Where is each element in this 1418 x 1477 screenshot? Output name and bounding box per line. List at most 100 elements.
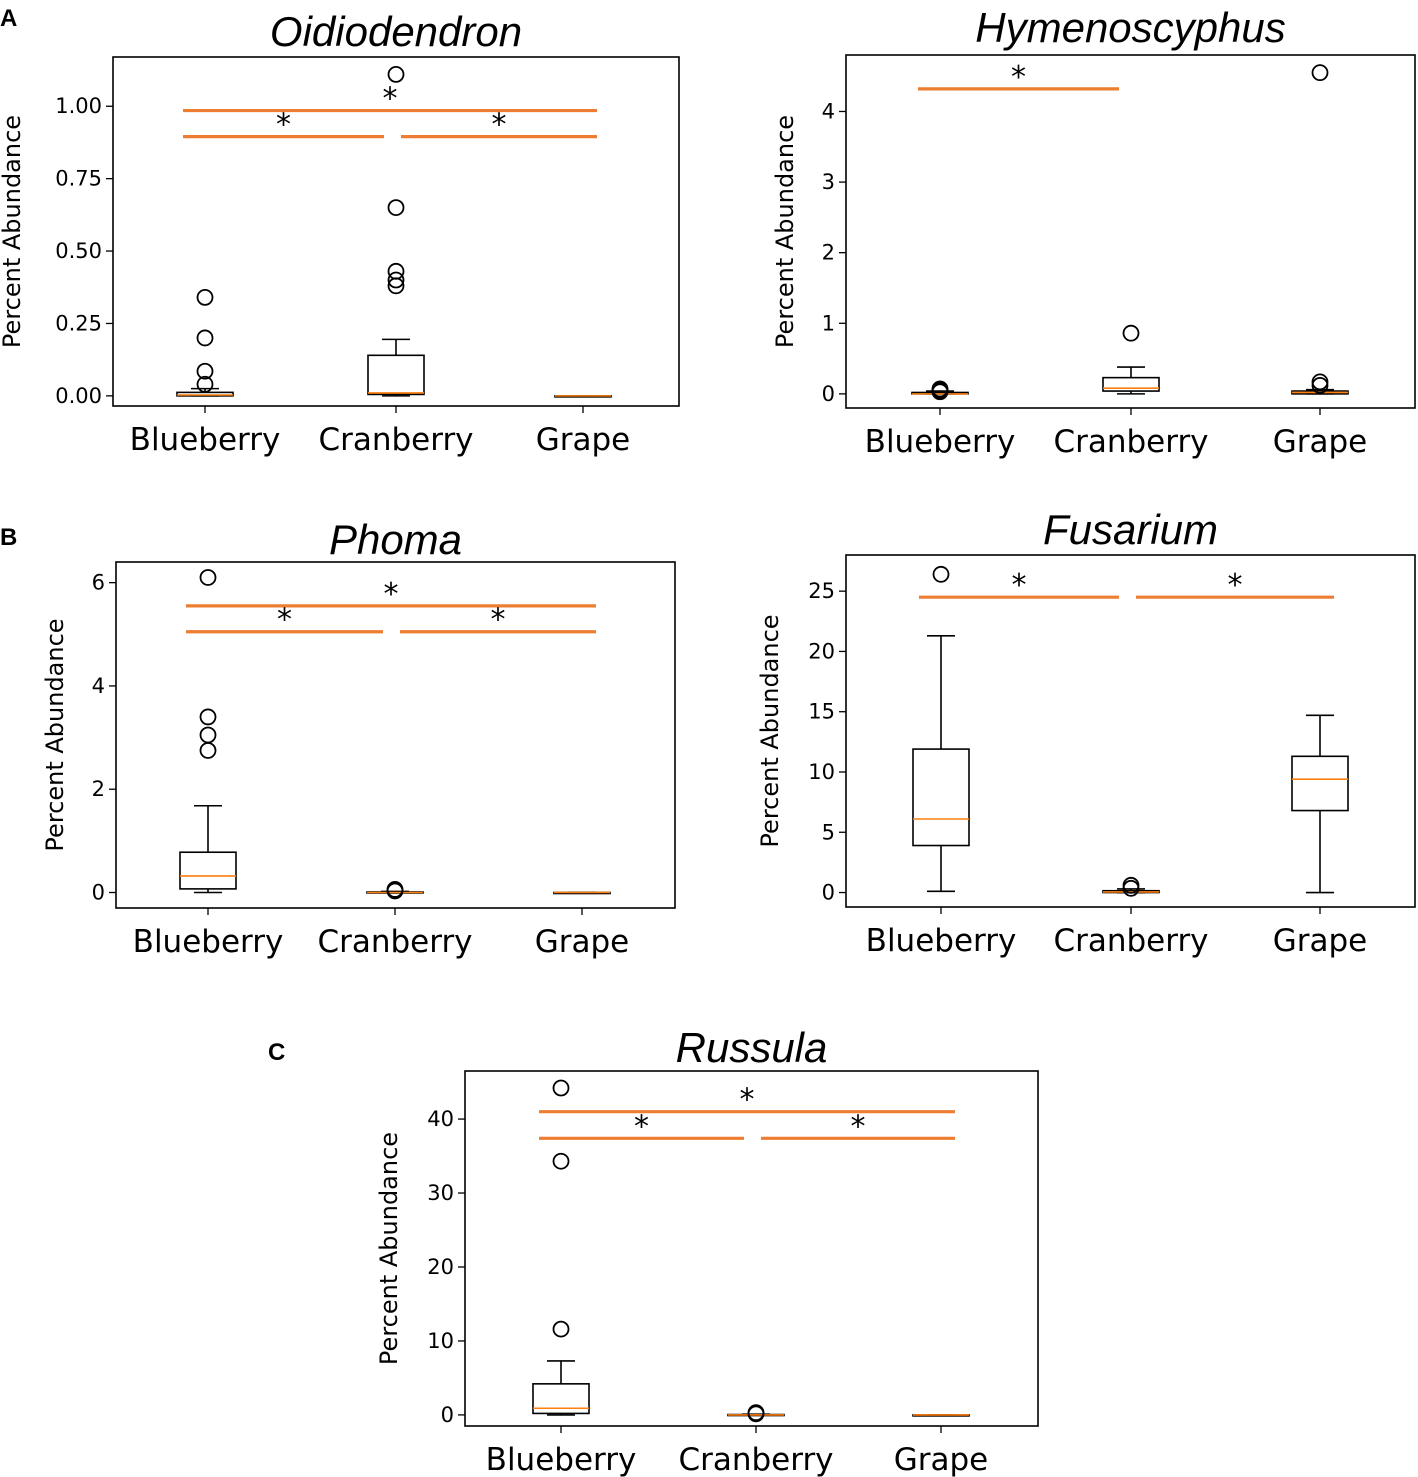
outlier-point bbox=[386, 882, 404, 900]
y-tick-label: 4 bbox=[92, 674, 105, 698]
x-tick-label-grape: Grape bbox=[535, 924, 630, 960]
outlier-point bbox=[747, 1405, 765, 1423]
y-axis-label: Percent Abundance bbox=[771, 115, 799, 348]
plot-title: Russula bbox=[676, 1024, 828, 1071]
box-cranberry bbox=[1102, 376, 1160, 392]
plot-hymenoscyphus: Hymenoscyphus Percent Abundance 0 1 2 3 4 Blueb… bbox=[771, 4, 1416, 460]
y-tick-label: 20 bbox=[808, 639, 835, 663]
y-tick-label: 1.00 bbox=[55, 94, 102, 118]
plot-oidiodendron: Oidiodendron Percent Abundance 0.00 0.25 0.5… bbox=[0, 8, 680, 458]
y-tick-label: 25 bbox=[808, 579, 835, 603]
plot-title: Hymenoscyphus bbox=[975, 4, 1285, 51]
x-tick-label-cranberry: Cranberry bbox=[318, 422, 473, 458]
plot-title: Phoma bbox=[329, 516, 462, 563]
y-tick-label: 5 bbox=[822, 820, 835, 844]
significance-star: * bbox=[740, 1083, 755, 1118]
significance-star: * bbox=[277, 603, 292, 638]
y-tick-label: 0 bbox=[822, 382, 835, 406]
x-tick-label-grape: Grape bbox=[894, 1442, 989, 1477]
outlier-point bbox=[1311, 64, 1329, 82]
y-axis-label: Percent Abundance bbox=[756, 614, 784, 847]
significance-star: * bbox=[851, 1109, 866, 1144]
outlier-point bbox=[387, 271, 405, 289]
significance-star: * bbox=[384, 577, 399, 612]
x-tick-label-blueberry: Blueberry bbox=[865, 424, 1016, 460]
x-tick-label-cranberry: Cranberry bbox=[1053, 923, 1208, 959]
x-tick-label-cranberry: Cranberry bbox=[317, 924, 472, 960]
outlier-point bbox=[199, 742, 217, 759]
y-tick-label: 0 bbox=[822, 881, 835, 905]
x-tick-label-cranberry: Cranberry bbox=[678, 1442, 833, 1477]
outlier-point bbox=[387, 262, 405, 280]
outlier-point bbox=[387, 199, 405, 217]
box-grape bbox=[1291, 755, 1349, 812]
y-tick-label: 0.25 bbox=[55, 311, 102, 335]
y-tick-label: 0.75 bbox=[55, 167, 102, 191]
outlier-point bbox=[931, 383, 949, 401]
panel-letter-b: B bbox=[0, 524, 17, 551]
outlier-point bbox=[199, 726, 217, 744]
significance-star: * bbox=[1011, 60, 1026, 95]
y-axis-label: Percent Abundance bbox=[375, 1132, 403, 1365]
axes-frame bbox=[112, 56, 680, 407]
y-tick-label: 6 bbox=[92, 571, 105, 595]
y-axis-label: Percent Abundance bbox=[0, 115, 26, 348]
significance-star: * bbox=[492, 108, 507, 143]
y-tick-label: 4 bbox=[822, 99, 835, 123]
plot-title: Oidiodendron bbox=[270, 8, 522, 55]
outlier-point bbox=[199, 569, 217, 586]
box-blueberry bbox=[532, 1383, 590, 1415]
outlier-point bbox=[196, 329, 214, 347]
y-tick-label: 0 bbox=[92, 881, 105, 905]
significance-star: * bbox=[634, 1109, 649, 1144]
y-tick-label: 3 bbox=[822, 170, 835, 194]
axes-frame bbox=[115, 561, 676, 909]
y-tick-label: 1 bbox=[822, 311, 835, 335]
significance-star: * bbox=[1012, 568, 1027, 603]
outlier-point bbox=[196, 375, 214, 393]
y-tick-label: 2 bbox=[92, 777, 105, 801]
x-tick-label-grape: Grape bbox=[1273, 923, 1368, 959]
y-tick-label: 0 bbox=[441, 1403, 454, 1427]
y-tick-label: 2 bbox=[822, 241, 835, 265]
y-tick-label: 20 bbox=[427, 1255, 454, 1279]
box-blueberry bbox=[912, 748, 970, 847]
plot-title: Fusarium bbox=[1043, 506, 1218, 553]
outlier-point bbox=[932, 565, 950, 583]
box-cranberry bbox=[367, 354, 425, 396]
plot-russula: Russula Percent Abundance 0 10 20 30 40 Blueber… bbox=[375, 1024, 1039, 1477]
outlier-point bbox=[387, 65, 405, 83]
x-tick-label-blueberry: Blueberry bbox=[133, 924, 284, 960]
outlier-point bbox=[199, 708, 217, 726]
y-tick-label: 15 bbox=[808, 700, 835, 724]
x-tick-label-blueberry: Blueberry bbox=[486, 1442, 637, 1477]
y-axis-label: Percent Abundance bbox=[41, 618, 69, 851]
outlier-point bbox=[552, 1152, 570, 1170]
outlier-point bbox=[1122, 879, 1140, 897]
significance-star: * bbox=[1228, 568, 1243, 603]
x-tick-label-grape: Grape bbox=[1273, 424, 1368, 460]
y-tick-label: 40 bbox=[427, 1107, 454, 1131]
significance-star: * bbox=[276, 108, 291, 143]
outlier-point bbox=[196, 288, 214, 306]
plot-fusarium: Fusarium Percent Abundance 0 5 10 15 20 25 Blueb… bbox=[756, 506, 1416, 959]
axes-frame bbox=[845, 54, 1416, 409]
y-tick-label: 10 bbox=[808, 760, 835, 784]
x-tick-label-cranberry: Cranberry bbox=[1053, 424, 1208, 460]
x-tick-label-blueberry: Blueberry bbox=[866, 923, 1017, 959]
y-tick-label: 30 bbox=[427, 1181, 454, 1205]
outlier-point bbox=[387, 277, 405, 295]
outlier-point bbox=[1311, 377, 1329, 394]
y-tick-label: 0.50 bbox=[55, 239, 102, 263]
axes-frame bbox=[845, 554, 1416, 908]
significance-star: * bbox=[491, 603, 506, 638]
outlier-point bbox=[1122, 324, 1140, 342]
y-tick-label: 10 bbox=[427, 1329, 454, 1353]
outlier-point bbox=[552, 1320, 570, 1338]
x-tick-label-blueberry: Blueberry bbox=[130, 422, 281, 458]
panel-letter-a: A bbox=[0, 5, 17, 32]
y-tick-label: 0.00 bbox=[55, 384, 102, 408]
box-blueberry bbox=[179, 851, 237, 890]
axes-frame bbox=[464, 1070, 1039, 1427]
